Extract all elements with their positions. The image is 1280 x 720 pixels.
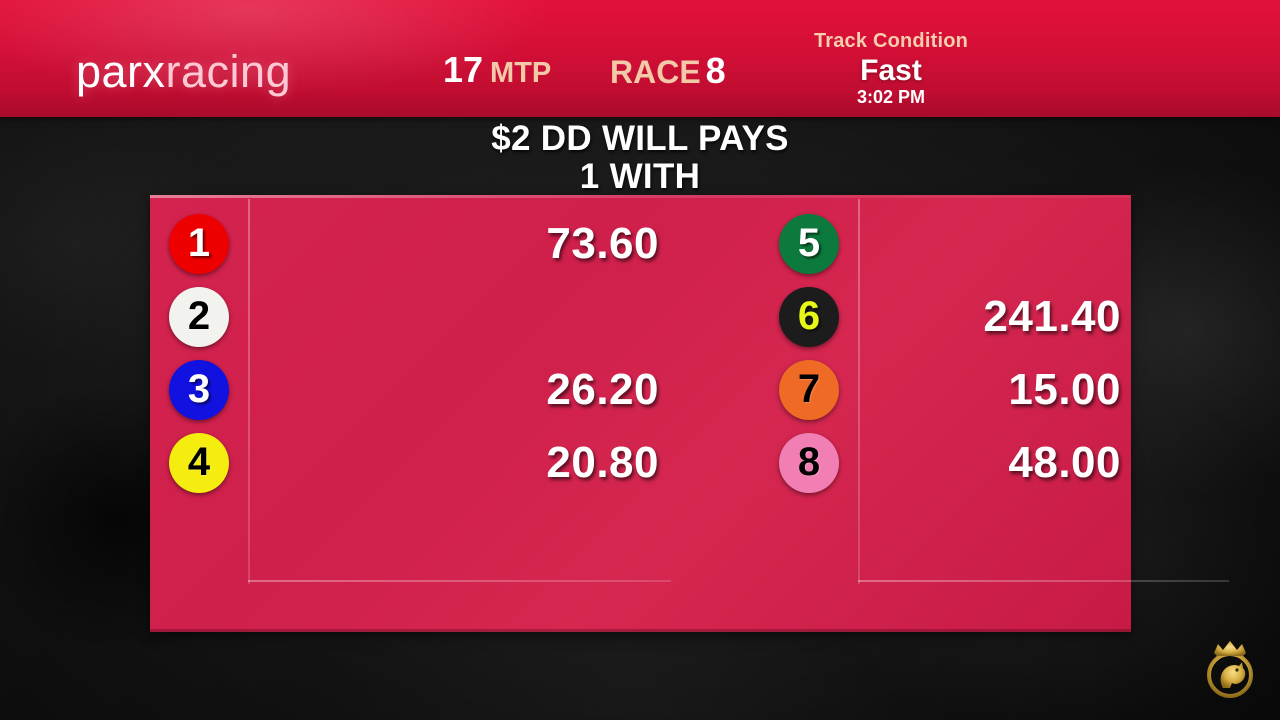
saddle-cloth-badge-1[interactable]: 1 <box>169 213 229 274</box>
saddle-cloth-number: 4 <box>187 439 211 484</box>
will-pays-row: 5 <box>760 207 1131 280</box>
saddle-cloth-badge-4[interactable]: 4 <box>169 432 229 493</box>
column-divider-right <box>858 199 860 584</box>
saddle-cloth-number: 8 <box>797 439 821 484</box>
will-pay-amount: 48.00 <box>1008 437 1121 487</box>
mtp-label: MTP <box>490 57 552 89</box>
will-pays-panel: 1 73.60 2 3 26.20 4 20.80 5 6 241.40 7 15.00 8 48.00 <box>150 195 1229 632</box>
panel-top-edge <box>150 195 1131 198</box>
title-line-2: 1 WITH <box>579 157 701 196</box>
race-label: RACE <box>610 54 701 90</box>
logo-text-racing: racing <box>165 46 292 97</box>
saddle-cloth-badge-7[interactable]: 7 <box>779 359 839 420</box>
will-pays-column-right: 5 6 241.40 7 15.00 8 48.00 <box>760 195 1229 632</box>
saddle-cloth-number: 1 <box>187 220 211 265</box>
saddle-cloth-badge-3[interactable]: 3 <box>169 359 229 420</box>
will-pays-row: 1 73.60 <box>150 207 671 280</box>
track-condition-block: Track Condition Fast 3:02 PM <box>789 30 993 108</box>
track-condition-value: Fast <box>860 54 922 87</box>
saddle-cloth-badge-5[interactable]: 5 <box>779 213 839 274</box>
will-pays-row: 3 26.20 <box>150 353 671 426</box>
mtp-value: 17 <box>443 49 484 90</box>
parx-racing-logo: parxracing <box>76 49 291 94</box>
will-pay-amount: 15.00 <box>1008 364 1121 414</box>
will-pays-row: 8 48.00 <box>760 426 1131 499</box>
column-underline-right <box>858 580 1229 582</box>
saddle-cloth-cell: 3 <box>150 359 248 420</box>
saddle-cloth-cell: 5 <box>760 213 858 274</box>
will-pays-column-left: 1 73.60 2 3 26.20 4 20.80 <box>150 195 671 632</box>
saddle-cloth-number: 3 <box>187 366 211 411</box>
race-number: 8 <box>705 50 726 91</box>
header-bar: parxracing 17 MTP RACE 8 Track Condition F… <box>0 0 1280 117</box>
saddle-cloth-badge-2[interactable]: 2 <box>169 286 229 347</box>
saddle-cloth-cell: 2 <box>150 286 248 347</box>
column-underline-left <box>248 580 671 582</box>
race-indicator: RACE 8 <box>610 53 726 89</box>
will-pay-amount: 73.60 <box>546 218 659 268</box>
saddle-cloth-cell: 8 <box>760 432 858 493</box>
payout-title: $2 DD WILL PAYS 1 WITH <box>0 120 1280 196</box>
saddle-cloth-number: 6 <box>797 293 821 338</box>
saddle-cloth-number: 5 <box>797 220 821 265</box>
saddle-cloth-cell: 1 <box>150 213 248 274</box>
will-pays-row: 4 20.80 <box>150 426 671 499</box>
will-pay-amount: 20.80 <box>546 437 659 487</box>
crown-horse-emblem-icon <box>1194 634 1266 706</box>
will-pays-row: 7 15.00 <box>760 353 1131 426</box>
saddle-cloth-number: 2 <box>187 293 211 338</box>
saddle-cloth-number: 7 <box>797 366 821 411</box>
saddle-cloth-cell: 7 <box>760 359 858 420</box>
saddle-cloth-cell: 4 <box>150 432 248 493</box>
column-divider-left <box>248 199 250 584</box>
logo-text-parx: parx <box>76 46 166 97</box>
saddle-cloth-badge-8[interactable]: 8 <box>779 432 839 493</box>
will-pays-row: 6 241.40 <box>760 280 1131 353</box>
saddle-cloth-cell: 6 <box>760 286 858 347</box>
post-time: 3:02 PM <box>856 87 926 107</box>
will-pay-amount: 241.40 <box>983 291 1121 341</box>
saddle-cloth-badge-6[interactable]: 6 <box>779 286 839 347</box>
will-pay-amount: 26.20 <box>546 364 659 414</box>
panel-bottom-edge <box>150 629 1131 632</box>
track-condition-label: Track Condition <box>813 30 969 52</box>
will-pays-row: 2 <box>150 280 671 353</box>
title-line-1: $2 DD WILL PAYS <box>491 119 789 158</box>
minutes-to-post: 17 MTP <box>443 52 551 88</box>
